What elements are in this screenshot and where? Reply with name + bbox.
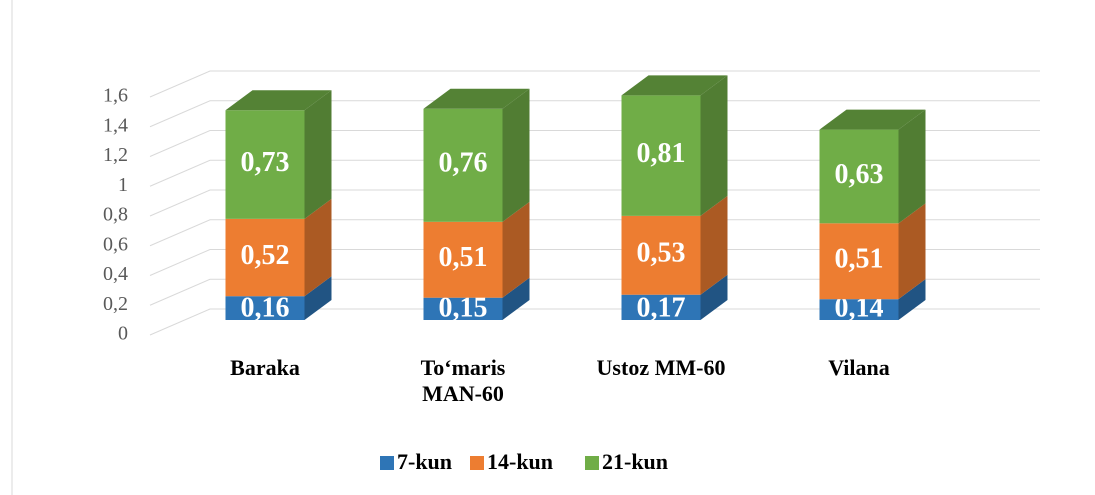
bar-segment [819,279,926,320]
bar-side [700,75,728,216]
y-tick-label: 1,4 [103,114,128,136]
value-label: 0,51 [439,242,488,273]
bar-segment [225,276,332,320]
value-label: 0,63 [835,159,884,190]
value-label: 0,52 [241,240,290,271]
value-label: 0,51 [835,244,884,275]
y-tick-label: 0,4 [103,263,128,285]
bar-front [819,299,899,320]
bar-segment [819,203,926,300]
legend-label: 14-kun [487,449,553,474]
grid-line [149,189,1040,217]
bar-side [502,201,530,298]
legend-swatch [470,456,484,470]
bar-side [898,279,926,320]
legend-swatch [380,456,394,470]
bar-front [621,95,701,216]
grid-line [149,159,1040,187]
bar-segment [225,90,332,219]
bar-side [502,277,530,320]
bar-top [621,75,728,96]
bar-front [423,221,503,298]
bar-side [700,274,728,320]
bar-segment [423,201,530,298]
bar-segment [225,198,332,297]
bar-top [225,90,332,111]
bar-segment [819,109,926,224]
bar-side [304,276,332,320]
grid-line [149,130,1040,157]
value-label: 0,16 [241,292,290,323]
grid-line [149,308,1040,336]
grid-line [149,278,1040,306]
value-label: 0,73 [241,147,290,178]
legend-label: 7-kun [397,449,452,474]
y-tick-label: 0,6 [103,233,128,255]
bar-segment [621,274,728,320]
grid-line [149,100,1040,128]
bar-segment [423,88,530,222]
bar-top [819,109,926,130]
y-tick-label: 1 [118,174,128,196]
bar-front [225,218,305,297]
legend-swatch [585,456,599,470]
bar-front [423,108,503,222]
x-tick-label: Ustoz MM-60 [596,355,726,380]
bar-segment [621,195,728,295]
bar-side [304,90,332,219]
x-tick-label: Baraka [230,355,300,380]
value-label: 0,76 [439,148,488,179]
value-label: 0,81 [637,138,686,169]
y-tick-label: 0,2 [103,293,128,315]
x-tick-label: To‘maris MAN-60 [420,355,506,406]
bar-side [700,195,728,295]
bar-front [819,223,899,300]
y-tick-label: 1,2 [103,144,128,166]
bar-side [898,109,926,224]
bar-front [621,215,701,295]
value-label: 0,17 [637,292,686,323]
grid-line [149,70,1040,98]
bar-side [502,88,530,222]
bar-side [304,198,332,297]
y-tick-label: 0 [118,323,128,345]
bar-segment [621,75,728,216]
bar-front [621,294,701,320]
legend-label: 21-kun [602,449,668,474]
bar-side [898,203,926,300]
bar-front [225,110,305,219]
grid-line [149,219,1040,247]
y-tick-label: 0,8 [103,204,128,226]
bar-top [423,88,530,109]
bar-front [819,129,899,224]
y-tick-label: 1,6 [103,85,128,107]
grid-line [149,249,1040,276]
x-tick-label: Vilana [828,355,890,380]
bar-segment [423,277,530,320]
bar-front [423,297,503,320]
bar-front [225,296,305,320]
value-label: 0,53 [637,238,686,269]
